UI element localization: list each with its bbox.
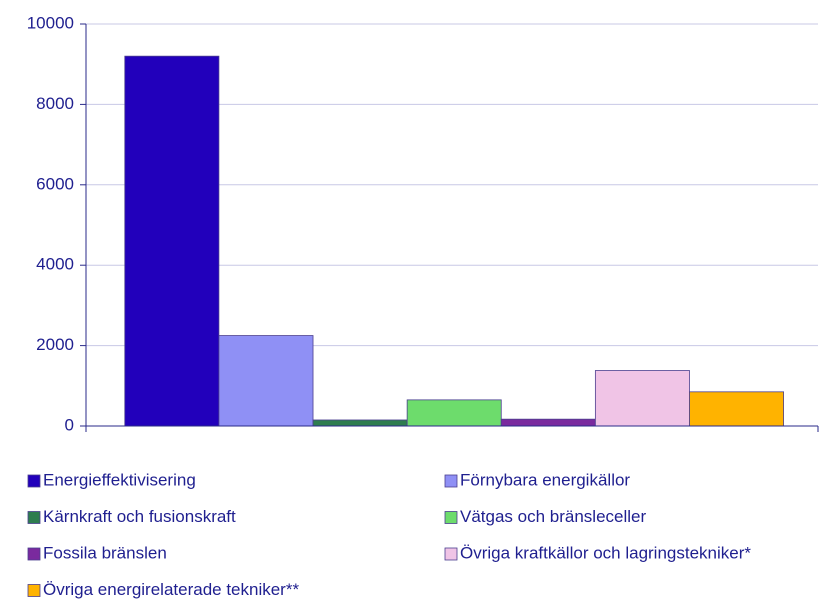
legend-swatch [27, 474, 41, 488]
legend-swatch [444, 474, 458, 488]
legend-label: Kärnkraft och fusionskraft [43, 507, 236, 526]
bar [500, 418, 596, 427]
legend-label: Övriga energirelaterade tekniker** [43, 580, 299, 599]
legend-swatch [27, 511, 41, 524]
bar [312, 419, 408, 427]
legend-label: Vätgas och bränsleceller [460, 507, 647, 526]
y-tick-label: 4000 [36, 255, 74, 274]
y-tick-label: 6000 [36, 174, 74, 193]
legend-swatch [27, 584, 41, 597]
legend-label: Övriga kraftkällor och lagringstekniker* [460, 543, 751, 562]
bar [594, 370, 690, 427]
legend-swatch [27, 547, 41, 561]
y-tick-label: 0 [65, 415, 74, 434]
legend-label: Energieffektivisering [43, 470, 196, 489]
y-tick-label: 2000 [36, 335, 74, 354]
legend-label: Förnybara energikällor [460, 470, 630, 489]
y-tick-label: 10000 [27, 13, 74, 32]
legend-swatch [444, 547, 458, 561]
legend-label: Fossila bränslen [43, 543, 167, 562]
bar [124, 55, 220, 427]
bar [218, 335, 314, 427]
bar [406, 399, 502, 427]
legend-swatch [444, 511, 458, 524]
y-tick-label: 8000 [36, 94, 74, 113]
bar [689, 391, 784, 427]
